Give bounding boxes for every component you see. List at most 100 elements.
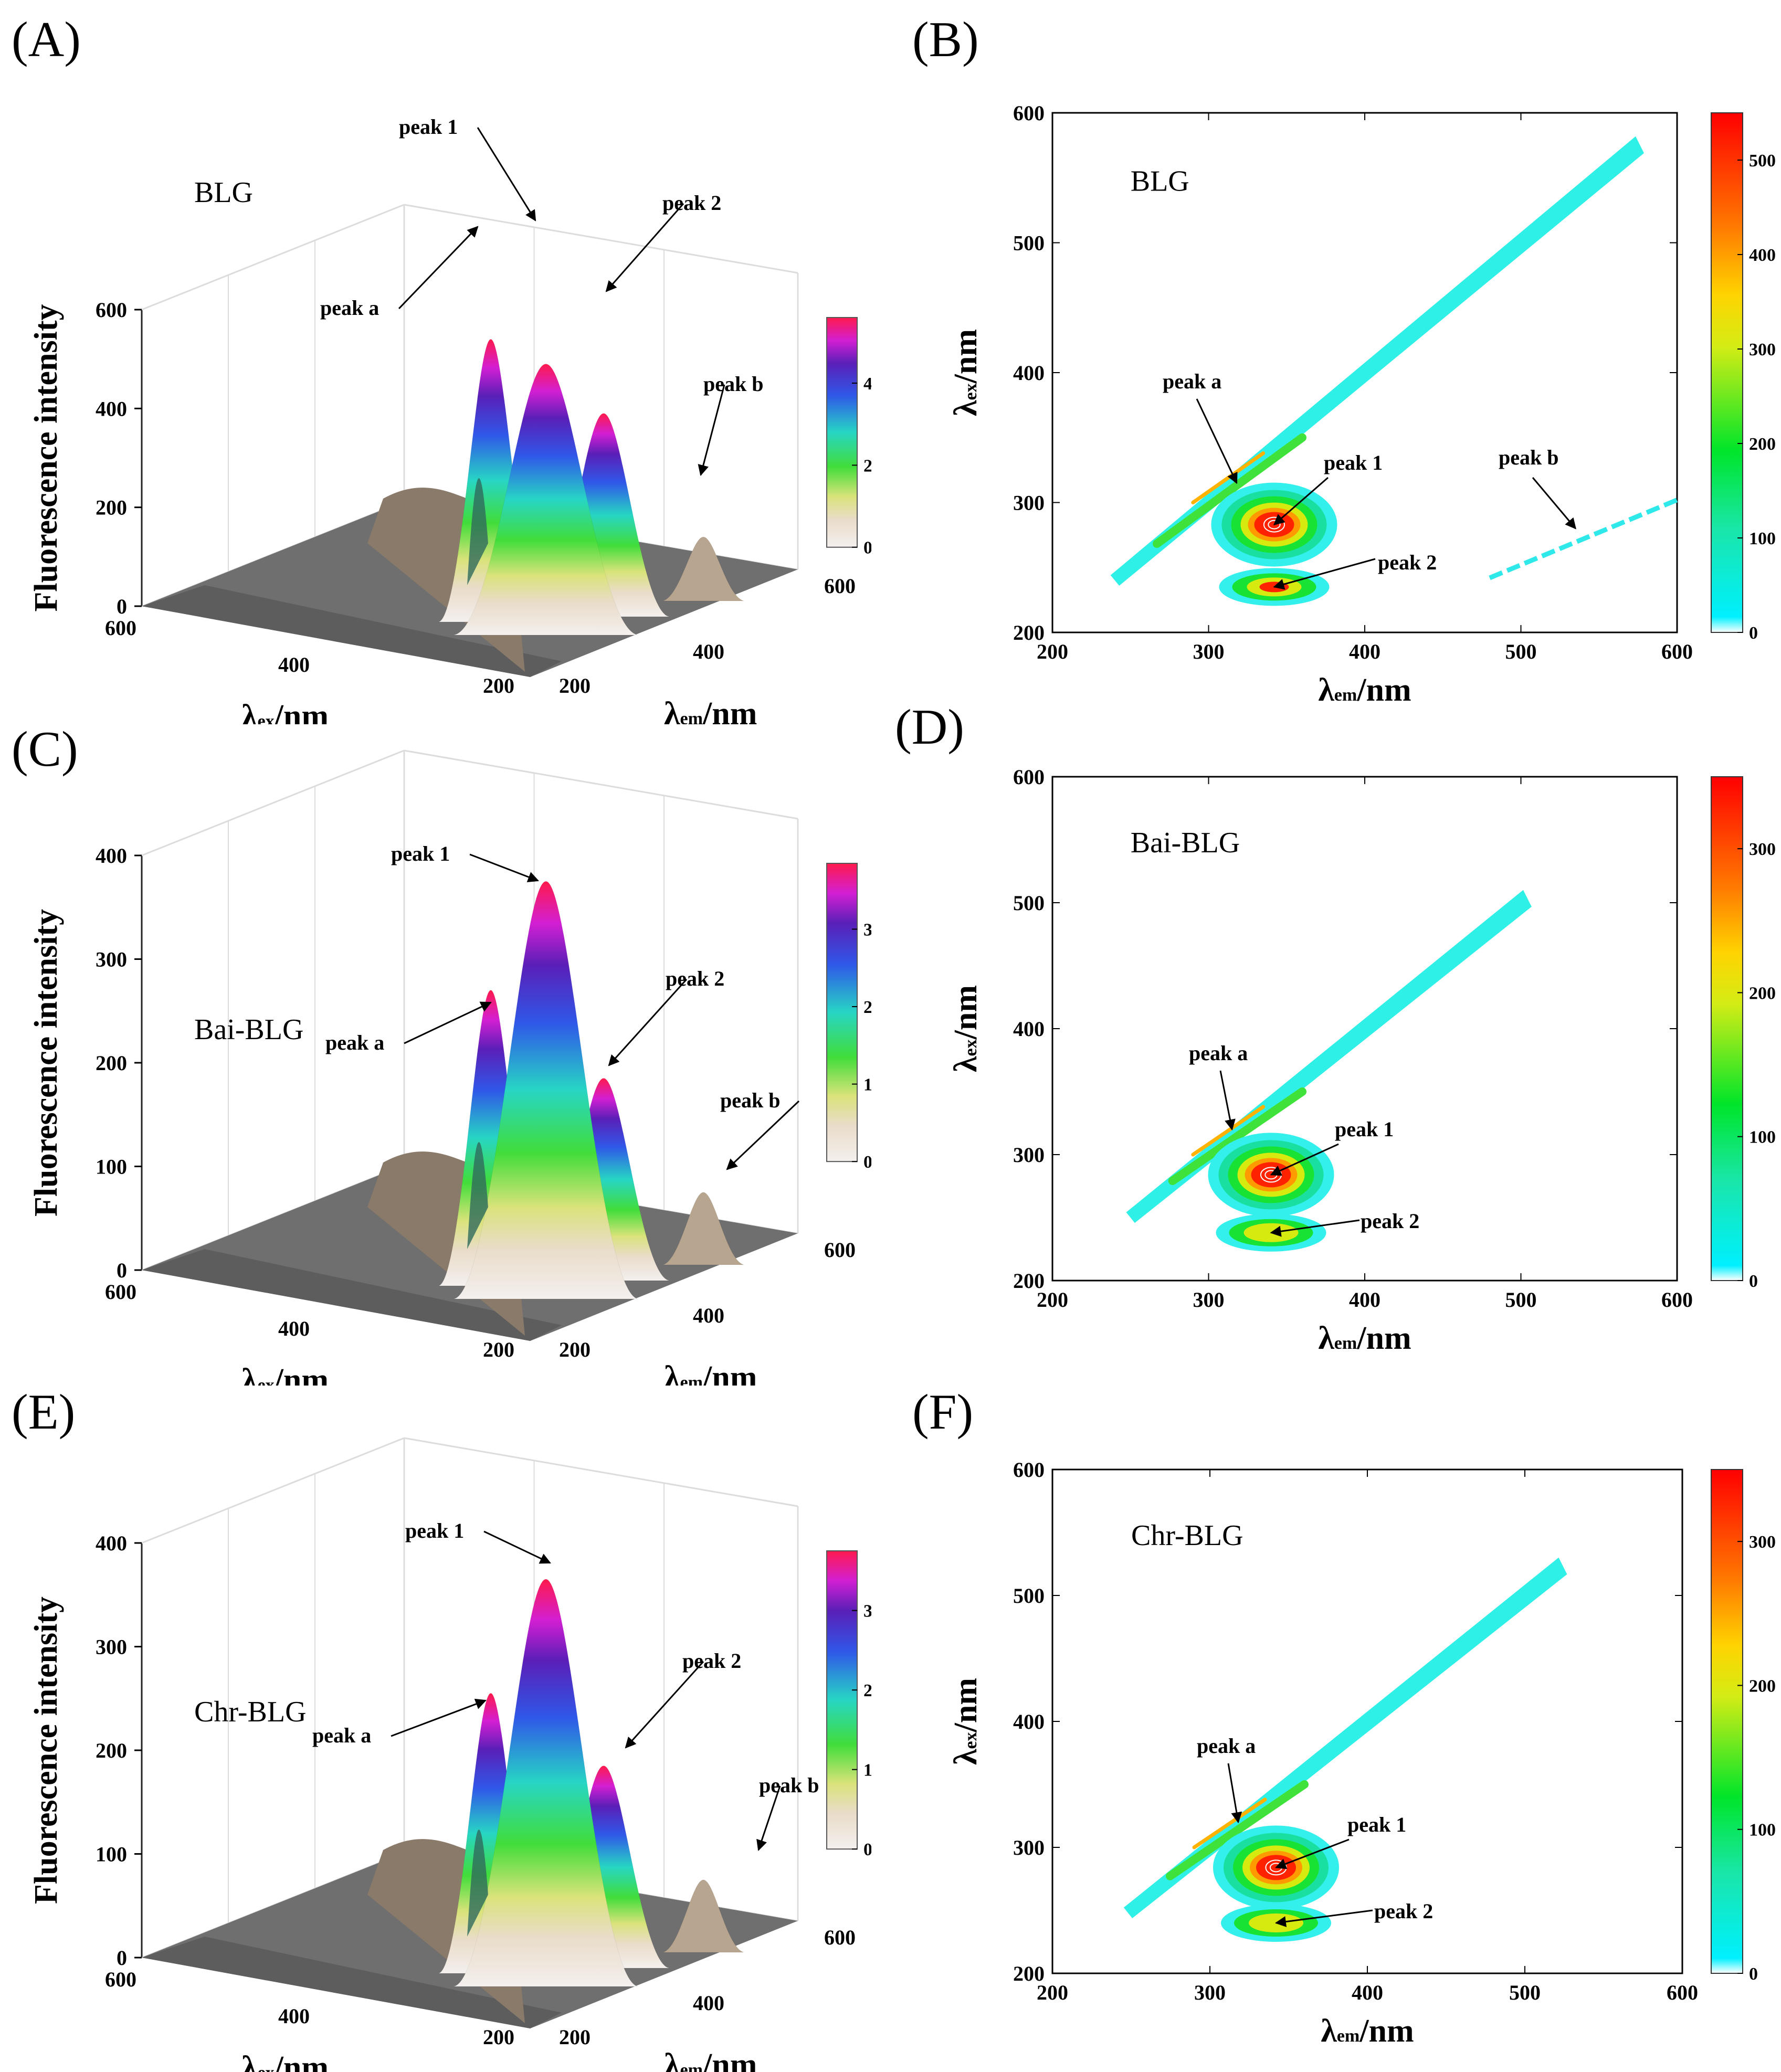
peak-arrow-peak-2 [608,978,688,1066]
sample-label: Bai-BLG [194,1013,303,1046]
surface-peak-1 [453,881,639,1299]
colorbar-tick-label: 400 [1749,246,1776,265]
ex-tick-label: 400 [278,1317,310,1340]
top-edge-left [141,749,405,857]
colorbar [826,317,858,548]
peak-label-peak-a: peak a [312,1724,371,1747]
peak-label-peak-2: peak 2 [1378,551,1437,574]
x-tick-label: 500 [1509,1981,1541,2004]
peak-label-peak-1: peak 1 [399,115,458,139]
top-edge-right [404,1437,798,1507]
rayleigh-band-peak [1192,1798,1267,1849]
peak-arrow-peak-b [698,384,725,477]
surface-peak-1 [453,1579,639,1987]
y-axis-title: λex/nm [948,329,984,416]
contour-plot-chr-blg: 200 300 400 500 600 200 300 400 500 600 λem/nm λex/… [948,1458,1776,2049]
peak-arrow-peak-2 [1270,1219,1360,1237]
peak-label-peak-2: peak 2 [666,967,724,990]
z-tick-label: 100 [96,1155,127,1179]
surface-floor-front [142,585,562,677]
rayleigh-band-peak [1191,1105,1266,1157]
peak-label-peak-b: peak b [703,372,764,396]
z-axis-title: Fluorescence intensity [28,909,64,1217]
peak-label-peak-2: peak 2 [1361,1209,1419,1233]
em-tick-label: 200 [559,674,591,697]
x-tick-label: 300 [1194,1981,1226,2004]
peak-arrow-peak-1 [1275,1838,1350,1869]
surface-peak-1 [453,364,639,636]
ex-axis-title: λex/nm [241,699,329,724]
colorbar-tick-label: 0 [1749,1272,1758,1291]
colorbar-tick-label: 300 [1749,1532,1776,1552]
y-axis-title: λex/nm [948,985,984,1072]
peak-arrow-peak-1 [1273,477,1329,525]
colorbar [1711,112,1743,633]
colorbar [1711,1469,1743,1974]
y-tick-label: 200 [1013,1269,1045,1293]
z-tick-label: 300 [96,948,127,971]
y-tick-label: 400 [1013,361,1045,385]
surface-peak-b [663,1192,744,1265]
contour-peak-b [1489,498,1678,580]
peak-label-peak-a: peak a [320,296,379,320]
z-tick-label: 400 [96,844,127,868]
em-tick-label: 200 [559,1338,591,1361]
panel-letter-e: (E) [12,1384,76,1440]
z-tick-label: 400 [96,1531,127,1555]
rayleigh-band-core [1168,1087,1306,1185]
sample-label: Chr-BLG [194,1696,307,1728]
peak-label-peak-a: peak a [325,1031,384,1054]
ex-tick-label: 200 [483,1338,514,1361]
z-tick-label: 200 [96,496,127,520]
surface-shoulder [467,1142,488,1249]
z-tick-label: 0 [117,1259,127,1282]
y-tick-label: 500 [1013,1584,1045,1608]
y-tick-label: 200 [1013,621,1045,644]
surface-plot-chr-blg: 0 100 200 300 400 Fluorescence intensity 600 40… [28,1437,871,2072]
peak-arrow-peak-1 [1270,1143,1339,1176]
panel-letter-c: (C) [12,721,78,777]
colorbar-tick-label: 200 [863,998,871,1017]
colorbar-tick-label: 0 [863,1153,871,1172]
peak-label-peak-1: peak 1 [391,842,450,865]
peak-arrow-peak-b [726,1100,800,1170]
x-tick-label: 200 [1037,1288,1068,1312]
peak-label-peak-2: peak 2 [682,1649,741,1673]
z-axis-title: Fluorescence intensity [28,304,64,611]
y-axis-title: λex/nm [948,1678,984,1765]
y-tick-label: 600 [1013,765,1045,789]
x-tick-label: 600 [1667,1981,1698,2004]
contour-plot-bai-blg: 200 300 400 500 600 200 300 400 500 600 λem/nm λex/… [948,765,1776,1356]
colorbar-tick-label: 300 [863,920,871,939]
contour-level-peak-1 [1254,512,1294,537]
rayleigh-band [1126,890,1532,1223]
y-tick-label: 300 [1013,1143,1045,1167]
x-tick-label: 200 [1037,1981,1068,2004]
peak-arrow-peak-a [1227,1763,1242,1824]
colorbar-tick-label: 200 [863,456,871,475]
y-tick-label: 600 [1013,1458,1045,1482]
y-tick-label: 200 [1013,1962,1045,1985]
colorbar-tick-label: 300 [1749,840,1776,859]
peak-arrow-peak-a [391,1698,487,1737]
em-axis-title: λem/nm [664,2047,757,2072]
ex-tick-label: 400 [278,653,310,676]
peak-label-peak-1: peak 1 [405,1519,464,1542]
peak-arrow-peak-2 [605,203,684,292]
colorbar-tick-label: 0 [1749,1964,1758,1984]
x-tick-label: 500 [1505,640,1537,663]
surface-shoulder [467,478,488,585]
x-tick-label: 400 [1349,1288,1380,1312]
colorbar-tick-label: 0 [863,1840,871,1859]
peak-arrow-peak-1 [469,853,539,883]
colorbar [826,863,858,1162]
panel-letter-b: (B) [912,12,979,67]
x-tick-label: 400 [1352,1981,1383,2004]
peak-label-peak-1: peak 1 [1324,451,1383,474]
ex-tick-label: 600 [105,616,136,640]
peak-arrow-peak-a [398,226,479,310]
peak-label-peak-b: peak b [759,1773,819,1797]
z-tick-label: 400 [96,397,127,420]
z-tick-label: 0 [117,595,127,618]
ex-axis-title: λex/nm [241,1362,329,1386]
